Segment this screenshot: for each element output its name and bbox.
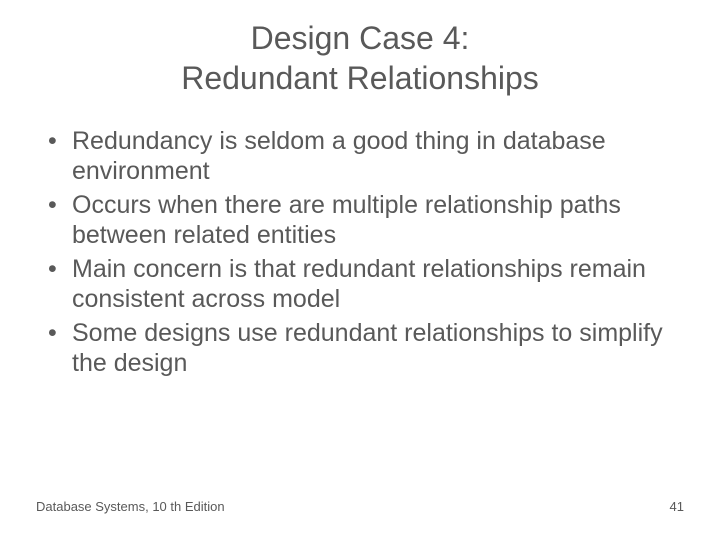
bullet-text: Redundancy is seldom a good thing in dat…	[72, 127, 606, 185]
slide-container: Design Case 4: Redundant Relationships R…	[0, 0, 720, 540]
bullet-item: Some designs use redundant relationships…	[44, 318, 684, 378]
bullet-text: Some designs use redundant relationships…	[72, 319, 663, 377]
bullet-item: Redundancy is seldom a good thing in dat…	[44, 126, 684, 186]
bullet-text: Main concern is that redundant relations…	[72, 255, 646, 313]
page-number: 41	[670, 499, 684, 514]
title-line-1: Design Case 4:	[251, 20, 470, 56]
bullet-item: Occurs when there are multiple relations…	[44, 190, 684, 250]
bullet-list: Redundancy is seldom a good thing in dat…	[36, 126, 684, 378]
slide-footer: Database Systems, 10 th Edition 41	[36, 499, 684, 514]
title-line-2: Redundant Relationships	[181, 60, 539, 96]
bullet-text: Occurs when there are multiple relations…	[72, 191, 621, 249]
bullet-item: Main concern is that redundant relations…	[44, 254, 684, 314]
slide-title: Design Case 4: Redundant Relationships	[36, 18, 684, 98]
footer-left: Database Systems, 10 th Edition	[36, 499, 225, 514]
